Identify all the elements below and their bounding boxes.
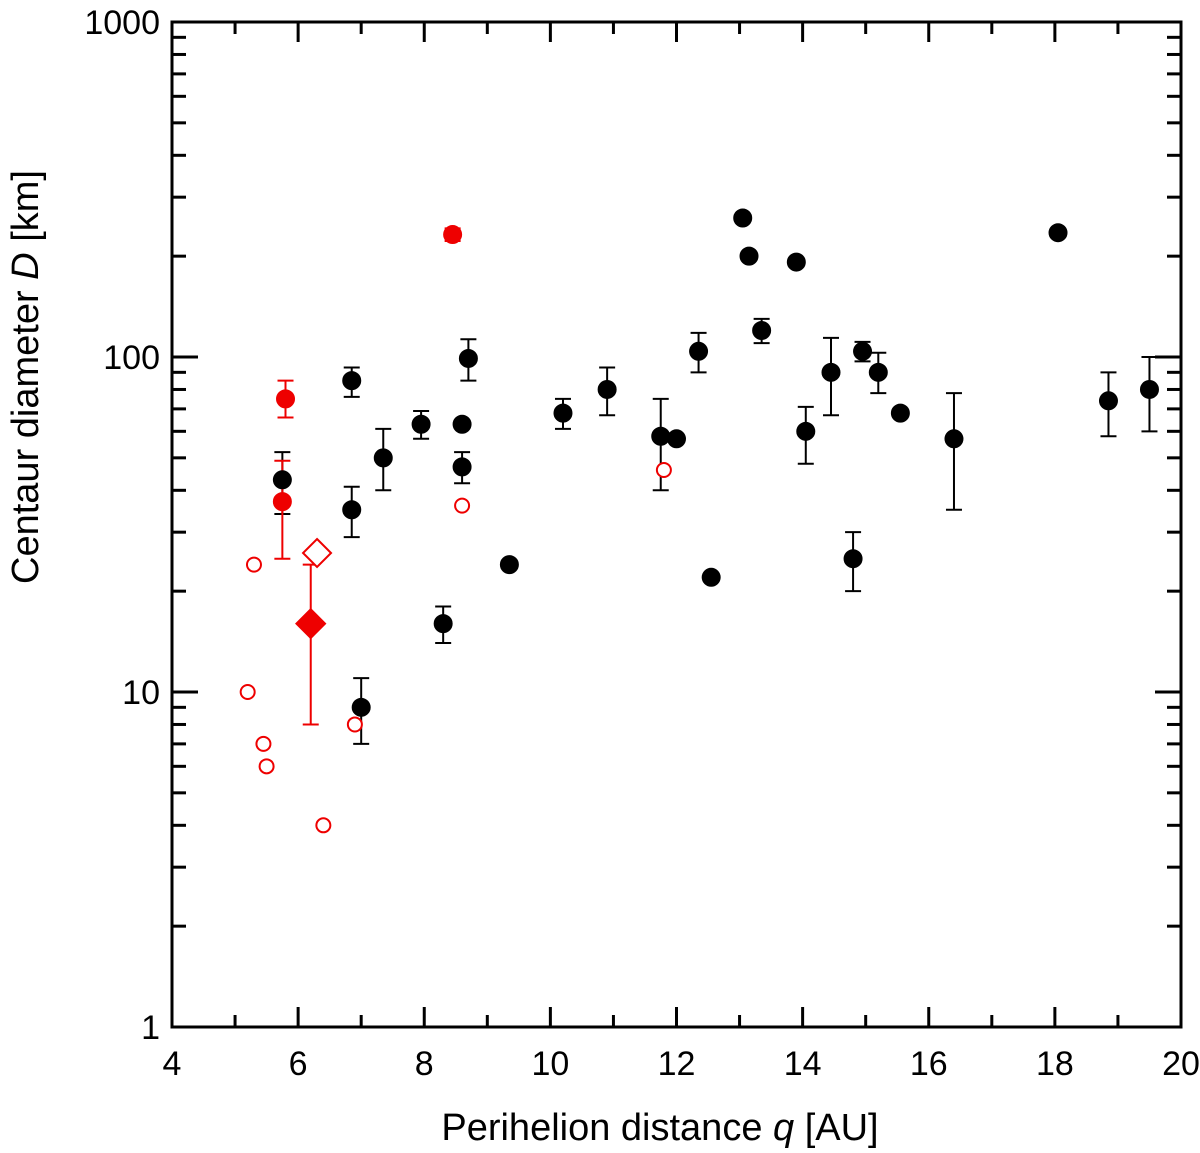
y-axis-title: Centaur diameter D [km] bbox=[5, 170, 47, 584]
data-point bbox=[733, 208, 753, 228]
data-point bbox=[1098, 391, 1118, 411]
data-point bbox=[255, 735, 272, 752]
x-tick-label: 4 bbox=[163, 1045, 182, 1083]
data-point bbox=[944, 429, 964, 449]
data-point bbox=[843, 549, 863, 569]
data-point bbox=[276, 389, 296, 409]
data-point bbox=[821, 362, 841, 382]
data-point bbox=[890, 403, 910, 423]
x-axis-title-symbol: q bbox=[773, 1107, 794, 1149]
data-point bbox=[1139, 379, 1159, 399]
plot-border bbox=[170, 20, 1183, 1029]
data-point bbox=[351, 697, 371, 717]
data-point bbox=[458, 348, 478, 368]
data-point bbox=[443, 225, 463, 245]
data-point bbox=[868, 362, 888, 382]
data-point bbox=[1048, 223, 1068, 243]
data-point bbox=[411, 414, 431, 434]
data-point bbox=[239, 684, 256, 700]
x-tick-label: 6 bbox=[289, 1045, 308, 1083]
data-point bbox=[752, 320, 772, 340]
y-axis-title-suffix: [km] bbox=[5, 170, 47, 252]
y-tick-label: 1 bbox=[141, 1009, 160, 1047]
data-point bbox=[701, 567, 721, 587]
y-tick-label: 100 bbox=[103, 339, 160, 377]
data-point bbox=[433, 614, 453, 634]
data-point bbox=[796, 421, 816, 441]
x-tick-label: 18 bbox=[1036, 1045, 1074, 1083]
data-point bbox=[553, 403, 573, 423]
data-point bbox=[651, 426, 671, 446]
data-point bbox=[454, 497, 471, 514]
data-point bbox=[272, 470, 292, 490]
data-point bbox=[786, 252, 806, 272]
data-point-diamond bbox=[295, 607, 327, 640]
x-tick-label: 8 bbox=[415, 1045, 434, 1083]
data-markers bbox=[239, 208, 1159, 834]
data-point bbox=[667, 429, 686, 449]
data-point bbox=[342, 500, 362, 520]
x-axis-title-prefix: Perihelion distance bbox=[441, 1107, 773, 1149]
data-point bbox=[452, 414, 472, 434]
x-tick-label: 16 bbox=[910, 1045, 948, 1083]
tick-labels: 4 6 8 10 12 14 16 18 20 1 10 100 1000 bbox=[84, 4, 1200, 1083]
data-point bbox=[689, 341, 709, 361]
x-axis-title-suffix: [AU] bbox=[794, 1107, 878, 1149]
y-tick-label: 10 bbox=[122, 674, 160, 712]
x-tick-label: 12 bbox=[658, 1045, 696, 1083]
data-point bbox=[853, 341, 873, 361]
data-point bbox=[258, 758, 275, 775]
y-axis-title-symbol: D bbox=[5, 252, 47, 279]
x-tick-label: 10 bbox=[531, 1045, 569, 1083]
data-point bbox=[452, 457, 472, 477]
data-point bbox=[655, 461, 672, 478]
data-point bbox=[499, 555, 519, 575]
y-axis-title-prefix: Centaur diameter bbox=[5, 280, 47, 584]
data-point bbox=[346, 716, 363, 733]
x-tick-label: 20 bbox=[1162, 1045, 1200, 1083]
data-point bbox=[342, 371, 362, 391]
plot-frame bbox=[170, 20, 1183, 1029]
data-point bbox=[315, 817, 332, 834]
data-point bbox=[245, 556, 262, 573]
data-point bbox=[272, 492, 292, 512]
x-tick-label: 14 bbox=[784, 1045, 822, 1083]
error-bars bbox=[274, 227, 1158, 745]
data-point bbox=[373, 448, 393, 468]
data-point-diamond bbox=[301, 537, 333, 569]
data-point bbox=[597, 379, 617, 399]
x-axis-title: Perihelion distance q [AU] bbox=[441, 1107, 878, 1149]
y-tick-label: 1000 bbox=[84, 4, 160, 42]
axis-ticks bbox=[172, 22, 1181, 1027]
data-point bbox=[739, 246, 759, 266]
